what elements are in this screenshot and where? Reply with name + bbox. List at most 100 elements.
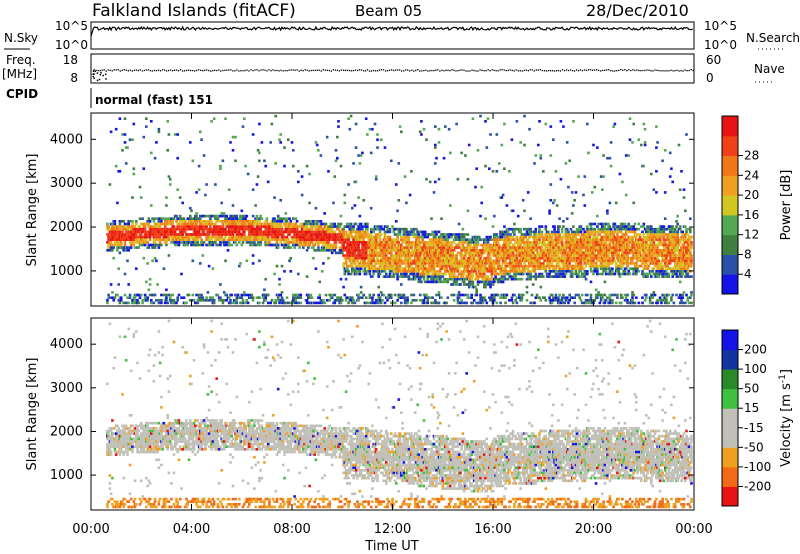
power-cell bbox=[358, 235, 362, 239]
power-cell bbox=[466, 293, 470, 297]
power-cell bbox=[313, 301, 316, 305]
power-cell bbox=[564, 270, 568, 273]
power-cell bbox=[406, 275, 409, 278]
power-cell bbox=[141, 230, 144, 234]
freq-point bbox=[194, 70, 196, 72]
power-cell bbox=[176, 296, 179, 299]
power-cell bbox=[160, 243, 163, 247]
nsky-tick-top: 10^5 bbox=[55, 19, 88, 33]
freq-point bbox=[419, 70, 421, 72]
power-cell bbox=[498, 264, 501, 268]
power-cell bbox=[455, 256, 458, 260]
power-cell bbox=[175, 241, 178, 244]
power-cell bbox=[548, 251, 551, 255]
freq-point bbox=[517, 70, 519, 72]
power-cell bbox=[339, 277, 343, 281]
power-cell bbox=[118, 225, 122, 228]
power-cell bbox=[276, 222, 280, 226]
power-cell bbox=[423, 251, 427, 255]
power-cell bbox=[118, 235, 122, 239]
power-cell bbox=[506, 272, 510, 276]
power-cell bbox=[439, 259, 442, 263]
power-cell bbox=[327, 170, 330, 173]
power-cell bbox=[539, 262, 543, 265]
power-cell bbox=[217, 230, 221, 234]
power-cell bbox=[273, 222, 276, 226]
power-cell bbox=[204, 214, 207, 218]
freq-panel: Freq. [MHz] 18 8 60 0 Nave bbox=[2, 53, 785, 85]
freq-point bbox=[547, 70, 550, 72]
power-cell bbox=[410, 293, 413, 297]
power-cell bbox=[258, 122, 261, 126]
power-cell bbox=[275, 241, 279, 244]
freq-point bbox=[395, 69, 397, 71]
power-cell bbox=[369, 230, 373, 234]
freq-tick-top: 18 bbox=[63, 53, 78, 67]
freq-point bbox=[423, 70, 425, 72]
power-cell bbox=[373, 264, 377, 268]
power-cell bbox=[214, 183, 217, 186]
power-cell bbox=[374, 249, 378, 252]
power-cell bbox=[514, 299, 517, 302]
power-cell bbox=[432, 267, 436, 270]
power-cell bbox=[214, 238, 217, 241]
power-cell bbox=[521, 272, 525, 276]
power-cell bbox=[504, 270, 507, 273]
power-cell bbox=[240, 235, 244, 239]
power-cell bbox=[397, 241, 401, 244]
power-cell bbox=[299, 301, 303, 305]
power-cell bbox=[442, 262, 446, 265]
power-cell bbox=[186, 243, 190, 247]
power-cell bbox=[383, 301, 387, 305]
power-cell bbox=[158, 238, 162, 241]
power-cell bbox=[354, 241, 358, 244]
power-cell bbox=[476, 241, 480, 244]
power-cell bbox=[191, 233, 195, 236]
power-cell bbox=[390, 254, 393, 257]
power-cell bbox=[411, 299, 414, 302]
power-cell bbox=[558, 233, 561, 236]
power-cell bbox=[518, 277, 521, 281]
power-cell bbox=[396, 235, 399, 239]
power-cell bbox=[377, 285, 380, 289]
power-cell bbox=[452, 280, 456, 284]
power-cell bbox=[155, 259, 158, 263]
power-cell bbox=[328, 230, 331, 234]
power-cell bbox=[359, 222, 363, 226]
power-cell bbox=[457, 262, 461, 265]
power-cell bbox=[564, 227, 568, 231]
power-cell bbox=[565, 259, 569, 263]
power-cell bbox=[362, 270, 365, 273]
power-cell bbox=[521, 293, 525, 297]
power-cell bbox=[118, 233, 122, 236]
power-cell bbox=[227, 188, 231, 191]
power-cell bbox=[493, 296, 496, 299]
power-cell bbox=[167, 238, 171, 241]
power-cell bbox=[442, 241, 446, 244]
power-cell bbox=[398, 125, 402, 128]
power-cell bbox=[417, 259, 421, 263]
power-cell bbox=[513, 254, 516, 257]
power-cell bbox=[200, 293, 203, 297]
power-cell bbox=[251, 296, 255, 299]
power-cell bbox=[108, 235, 112, 239]
power-cell bbox=[359, 238, 363, 241]
power-cell bbox=[415, 270, 418, 273]
power-cell bbox=[538, 267, 541, 270]
power-cell bbox=[490, 259, 494, 263]
freq-point bbox=[111, 70, 113, 72]
power-cell bbox=[369, 267, 373, 270]
power-cell bbox=[538, 238, 541, 241]
power-cell bbox=[329, 238, 333, 241]
power-cell bbox=[494, 235, 497, 239]
power-cell bbox=[491, 225, 495, 228]
power-cell bbox=[430, 249, 433, 252]
power-cell bbox=[195, 222, 198, 226]
power-cell bbox=[564, 267, 568, 270]
power-cell bbox=[305, 233, 309, 236]
freq-point bbox=[324, 69, 326, 71]
power-cell bbox=[320, 301, 324, 305]
power-cell bbox=[280, 225, 284, 228]
power-cell bbox=[385, 254, 388, 257]
power-cell bbox=[374, 175, 378, 178]
